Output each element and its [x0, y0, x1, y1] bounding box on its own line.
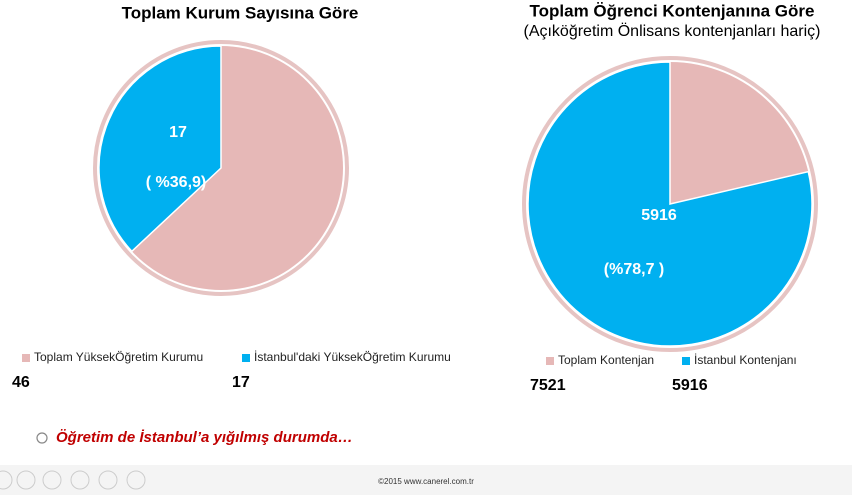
legend-label: Toplam YüksekÖğretim Kurumu	[34, 350, 203, 364]
legend-swatch	[546, 357, 554, 365]
toolbar-button[interactable]	[98, 470, 118, 490]
data-label: 5916	[641, 207, 677, 224]
percent-label: (%78,7 )	[604, 261, 664, 278]
percent-label: ( %36,9)	[146, 174, 206, 191]
data-label: 17	[169, 124, 187, 141]
chart-title: Toplam Öğrenci Kontenjanına Göre	[530, 1, 815, 20]
legend-label: İstanbul'daki YüksekÖğretim Kurumu	[254, 350, 451, 364]
chart-title: Toplam Kurum Sayısına Göre	[122, 3, 359, 22]
legend-value: 17	[232, 374, 250, 391]
pie-slice	[527, 61, 813, 347]
pie-slice	[98, 45, 222, 253]
legend-label: İstanbul Kontenjanı	[694, 353, 797, 367]
legend-value: 7521	[530, 377, 566, 394]
legend-value: 5916	[672, 377, 708, 394]
legend-swatch	[242, 354, 250, 362]
chart-subtitle: (Açıköğretim Önlisans kontenjanları hari…	[523, 22, 820, 40]
legend-label: Toplam Kontenjan	[558, 353, 654, 367]
toolbar-button[interactable]	[42, 470, 62, 490]
toolbar-button[interactable]	[0, 470, 13, 490]
legend-swatch	[22, 354, 30, 362]
pie-ring	[522, 56, 818, 352]
legend-swatch	[682, 357, 690, 365]
pie-ring	[93, 40, 349, 296]
toolbar-button[interactable]	[16, 470, 36, 490]
footer-bar	[0, 465, 852, 495]
toolbar	[0, 470, 146, 490]
note: Öğretim de İstanbul’a yığılmış durumda…	[36, 429, 353, 446]
note-text: Öğretim de İstanbul’a yığılmış durumda…	[56, 429, 353, 446]
bullet-icon	[36, 432, 48, 444]
toolbar-button[interactable]	[70, 470, 90, 490]
copyright: ©2015 www.canerel.com.tr	[378, 477, 474, 486]
legend-value: 46	[12, 374, 30, 391]
toolbar-button[interactable]	[126, 470, 146, 490]
